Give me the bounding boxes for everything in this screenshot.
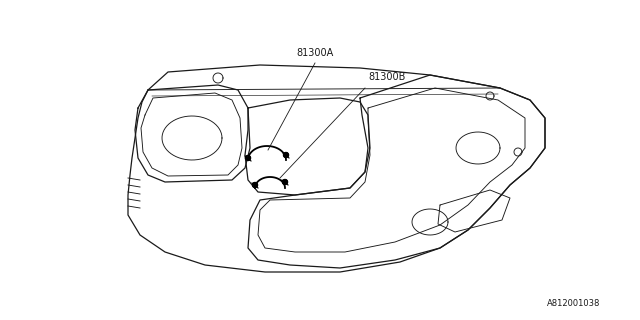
Text: A812001038: A812001038 [547, 299, 600, 308]
Polygon shape [282, 180, 287, 185]
Text: 81300A: 81300A [296, 48, 333, 58]
Polygon shape [246, 156, 250, 161]
Polygon shape [284, 153, 289, 157]
Text: 81300B: 81300B [368, 72, 405, 82]
Polygon shape [253, 182, 257, 188]
